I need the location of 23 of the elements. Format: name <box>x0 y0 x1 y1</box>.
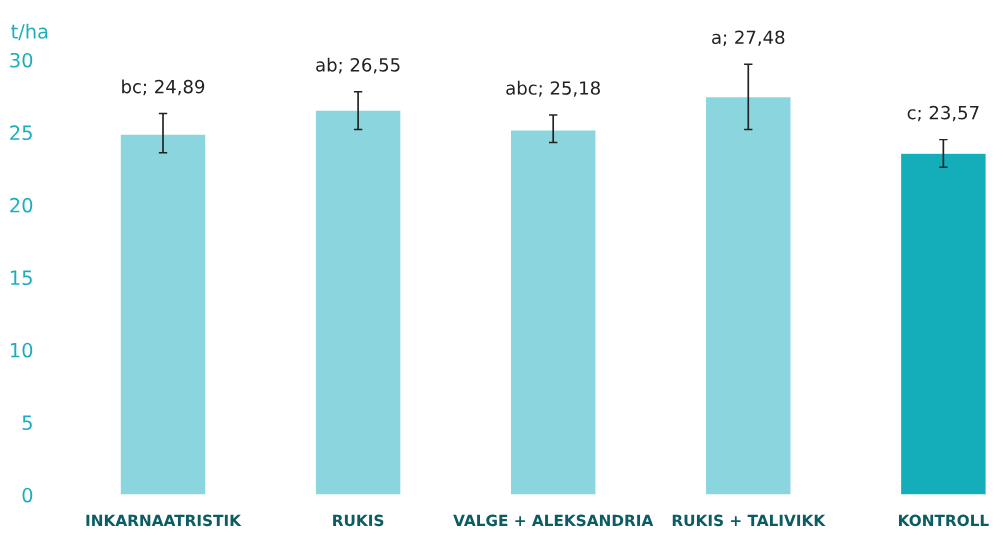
data-label: a; 27,48 <box>712 30 785 46</box>
bar <box>704 95 792 495</box>
y-tick-label: 15 <box>10 270 32 286</box>
bar <box>119 133 207 495</box>
bar <box>899 152 987 495</box>
y-tick-label: 25 <box>10 125 32 141</box>
data-label: ab; 26,55 <box>316 57 400 74</box>
x-tick-label: VALGE + ALEKSANDRIA <box>453 514 654 527</box>
data-label: bc; 24,89 <box>122 79 205 96</box>
y-tick-label: 10 <box>10 342 33 358</box>
y-tick-label: 20 <box>10 197 33 213</box>
x-tick-label: KONTROLL <box>898 514 989 527</box>
y-tick-label: 5 <box>22 415 32 431</box>
data-label: c; 23,57 <box>907 105 979 122</box>
data-label: abc; 25,18 <box>506 80 600 97</box>
x-tick-label: RUKIS + TALIVIKK <box>672 514 826 527</box>
x-tick-label: INKARNAATRISTIK <box>86 514 242 527</box>
y-tick-label: 0 <box>22 487 33 503</box>
y-axis-title: t/ha <box>11 23 48 41</box>
y-tick-label: 30 <box>10 52 33 68</box>
x-tick-label: RUKIS <box>333 514 384 527</box>
bar <box>509 129 597 495</box>
bar <box>314 109 402 495</box>
